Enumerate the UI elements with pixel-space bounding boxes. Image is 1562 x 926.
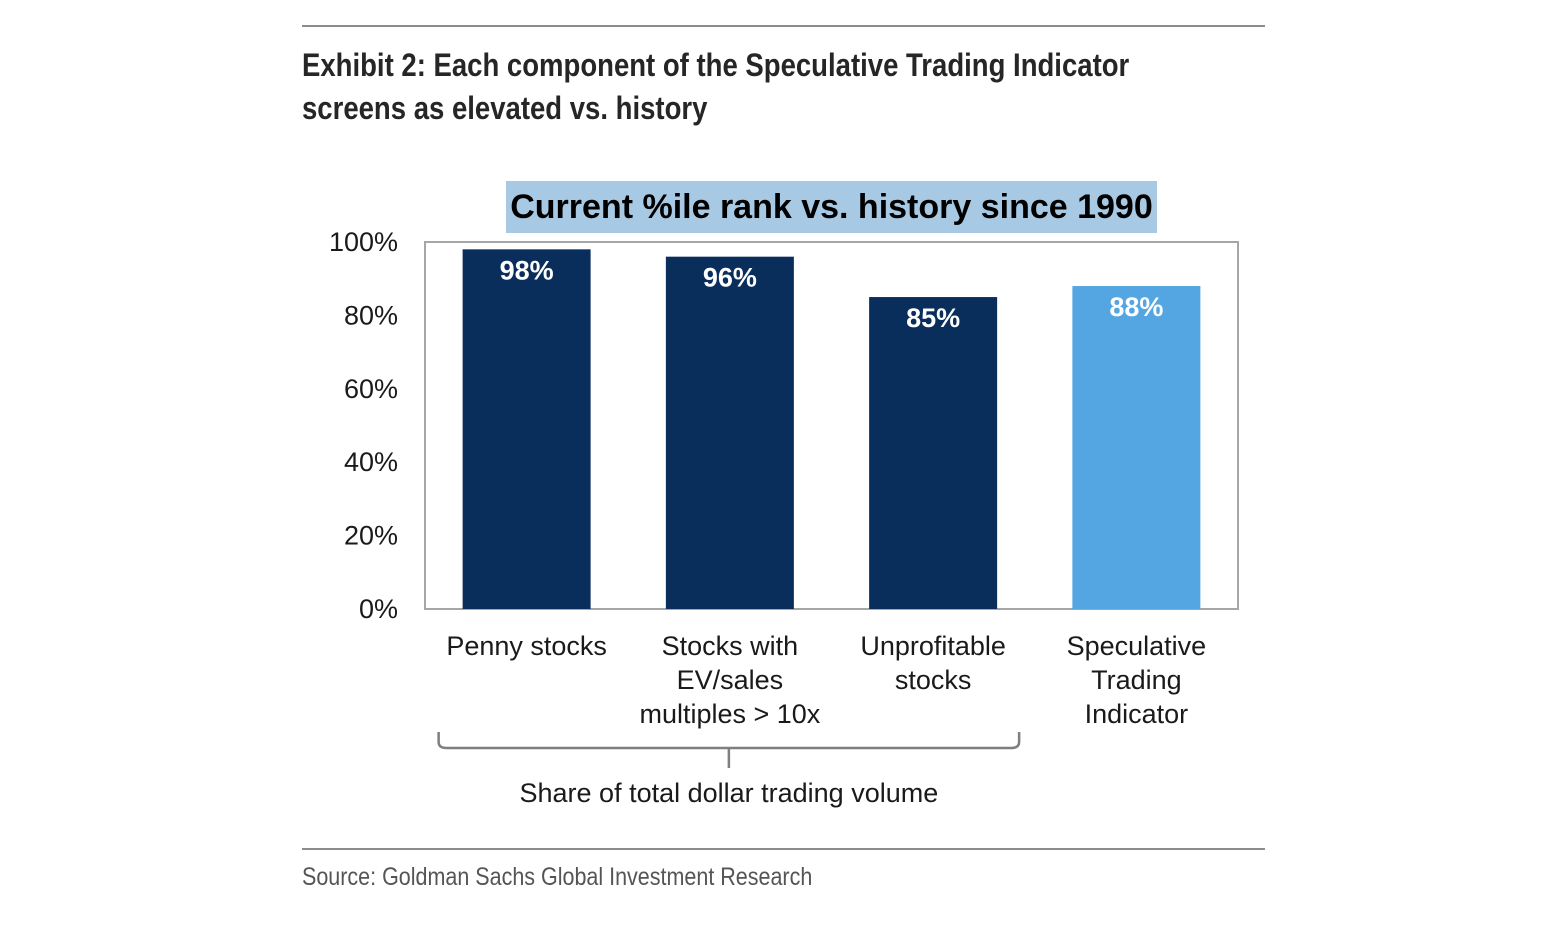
x-tick-label: Speculative bbox=[1067, 631, 1207, 661]
y-tick-label: 40% bbox=[344, 447, 398, 477]
bottom-rule bbox=[302, 848, 1265, 850]
x-tick-label: Trading bbox=[1091, 665, 1182, 695]
bar bbox=[665, 256, 794, 609]
x-tick-label: Unprofitable bbox=[860, 631, 1006, 661]
bar bbox=[462, 249, 591, 609]
x-tick-label: EV/sales bbox=[677, 665, 784, 695]
data-label: 88% bbox=[1109, 292, 1163, 322]
bar bbox=[1072, 286, 1201, 609]
x-tick-label: multiples > 10x bbox=[639, 699, 820, 729]
y-tick-label: 100% bbox=[329, 227, 398, 257]
y-tick-label: 20% bbox=[344, 521, 398, 551]
x-tick-label: Stocks with bbox=[662, 631, 799, 661]
data-label: 85% bbox=[906, 303, 960, 333]
data-label: 98% bbox=[500, 255, 554, 285]
x-tick-label: Indicator bbox=[1085, 699, 1189, 729]
y-tick-label: 80% bbox=[344, 300, 398, 330]
group-bracket bbox=[437, 732, 1021, 768]
exhibit-title: Exhibit 2: Each component of the Specula… bbox=[302, 44, 1130, 130]
source-note: Source: Goldman Sachs Global Investment … bbox=[302, 863, 813, 891]
y-tick-label: 60% bbox=[344, 374, 398, 404]
exhibit-title-line-1: Exhibit 2: Each component of the Specula… bbox=[302, 47, 1130, 83]
plot-frame bbox=[424, 241, 1239, 610]
top-rule bbox=[302, 25, 1265, 27]
exhibit-title-line-2: screens as elevated vs. history bbox=[302, 90, 708, 126]
x-tick-label: Penny stocks bbox=[446, 631, 607, 661]
bar bbox=[869, 297, 998, 609]
y-tick-label: 0% bbox=[359, 594, 398, 624]
chart-title: Current %ile rank vs. history since 1990 bbox=[506, 181, 1157, 233]
x-tick-label: stocks bbox=[895, 665, 972, 695]
bracket-label: Share of total dollar trading volume bbox=[520, 778, 939, 808]
data-label: 96% bbox=[703, 263, 757, 293]
